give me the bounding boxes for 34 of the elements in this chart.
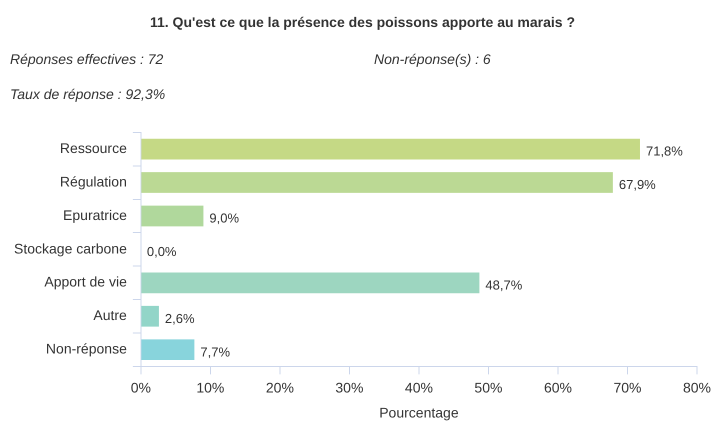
x-tick-label: 80% <box>682 380 712 396</box>
x-tick-label: 20% <box>266 380 294 396</box>
x-tick-label: 0% <box>130 380 151 396</box>
data-label: 9,0% <box>209 210 240 226</box>
text: Réponses effectives : 72 <box>10 50 164 69</box>
bar <box>141 172 613 193</box>
y-tick-label: Epuratrice <box>63 206 128 223</box>
data-label: 7,7% <box>200 344 230 360</box>
data-label: 2,6% <box>164 310 195 326</box>
data-label: 71,8% <box>646 144 684 159</box>
x-axis-title: Pourcentage <box>379 404 459 420</box>
y-tick-label: Stockage carbone <box>14 240 128 256</box>
bar <box>141 306 159 327</box>
y-tick-label: Ressource <box>60 140 128 156</box>
text: Taux de réponse : 92,3% <box>10 85 166 104</box>
data-label: 48,7% <box>485 277 523 292</box>
bar <box>141 339 194 360</box>
y-tick-label: Régulation <box>60 173 127 190</box>
y-tick-label: Non-réponse <box>46 340 128 357</box>
x-tick-label: 10% <box>196 380 224 396</box>
y-tick-label: Autre <box>93 307 128 324</box>
x-tick-label: 70% <box>613 380 642 396</box>
x-tick-label: 60% <box>544 380 572 396</box>
chart-title: 11. Qu'est ce que la présence des poissons apporte au marais ? <box>148 13 576 32</box>
x-tick-label: 50% <box>474 380 502 396</box>
x-tick-label: 40% <box>404 380 433 396</box>
bar <box>141 138 640 160</box>
bar <box>141 272 480 294</box>
x-tick-label: 30% <box>335 380 364 396</box>
text: Non-réponse(s) : 6 <box>374 50 492 69</box>
data-label: 0,0% <box>146 244 177 259</box>
bar <box>141 206 204 226</box>
data-label: 67,9% <box>618 177 656 192</box>
y-tick-label: Apport de vie <box>44 274 128 290</box>
